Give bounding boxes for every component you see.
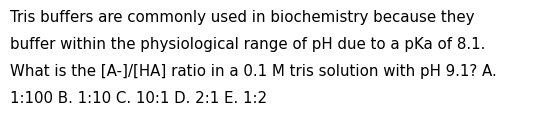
Text: buffer within the physiological range of pH due to a pKa of 8.1.: buffer within the physiological range of… [10,37,485,52]
Text: 1:100 B. 1:10 C. 10:1 D. 2:1 E. 1:2: 1:100 B. 1:10 C. 10:1 D. 2:1 E. 1:2 [10,91,267,106]
Text: Tris buffers are commonly used in biochemistry because they: Tris buffers are commonly used in bioche… [10,10,474,25]
Text: What is the [A-]/[HA] ratio in a 0.1 M tris solution with pH 9.1? A.: What is the [A-]/[HA] ratio in a 0.1 M t… [10,64,497,79]
